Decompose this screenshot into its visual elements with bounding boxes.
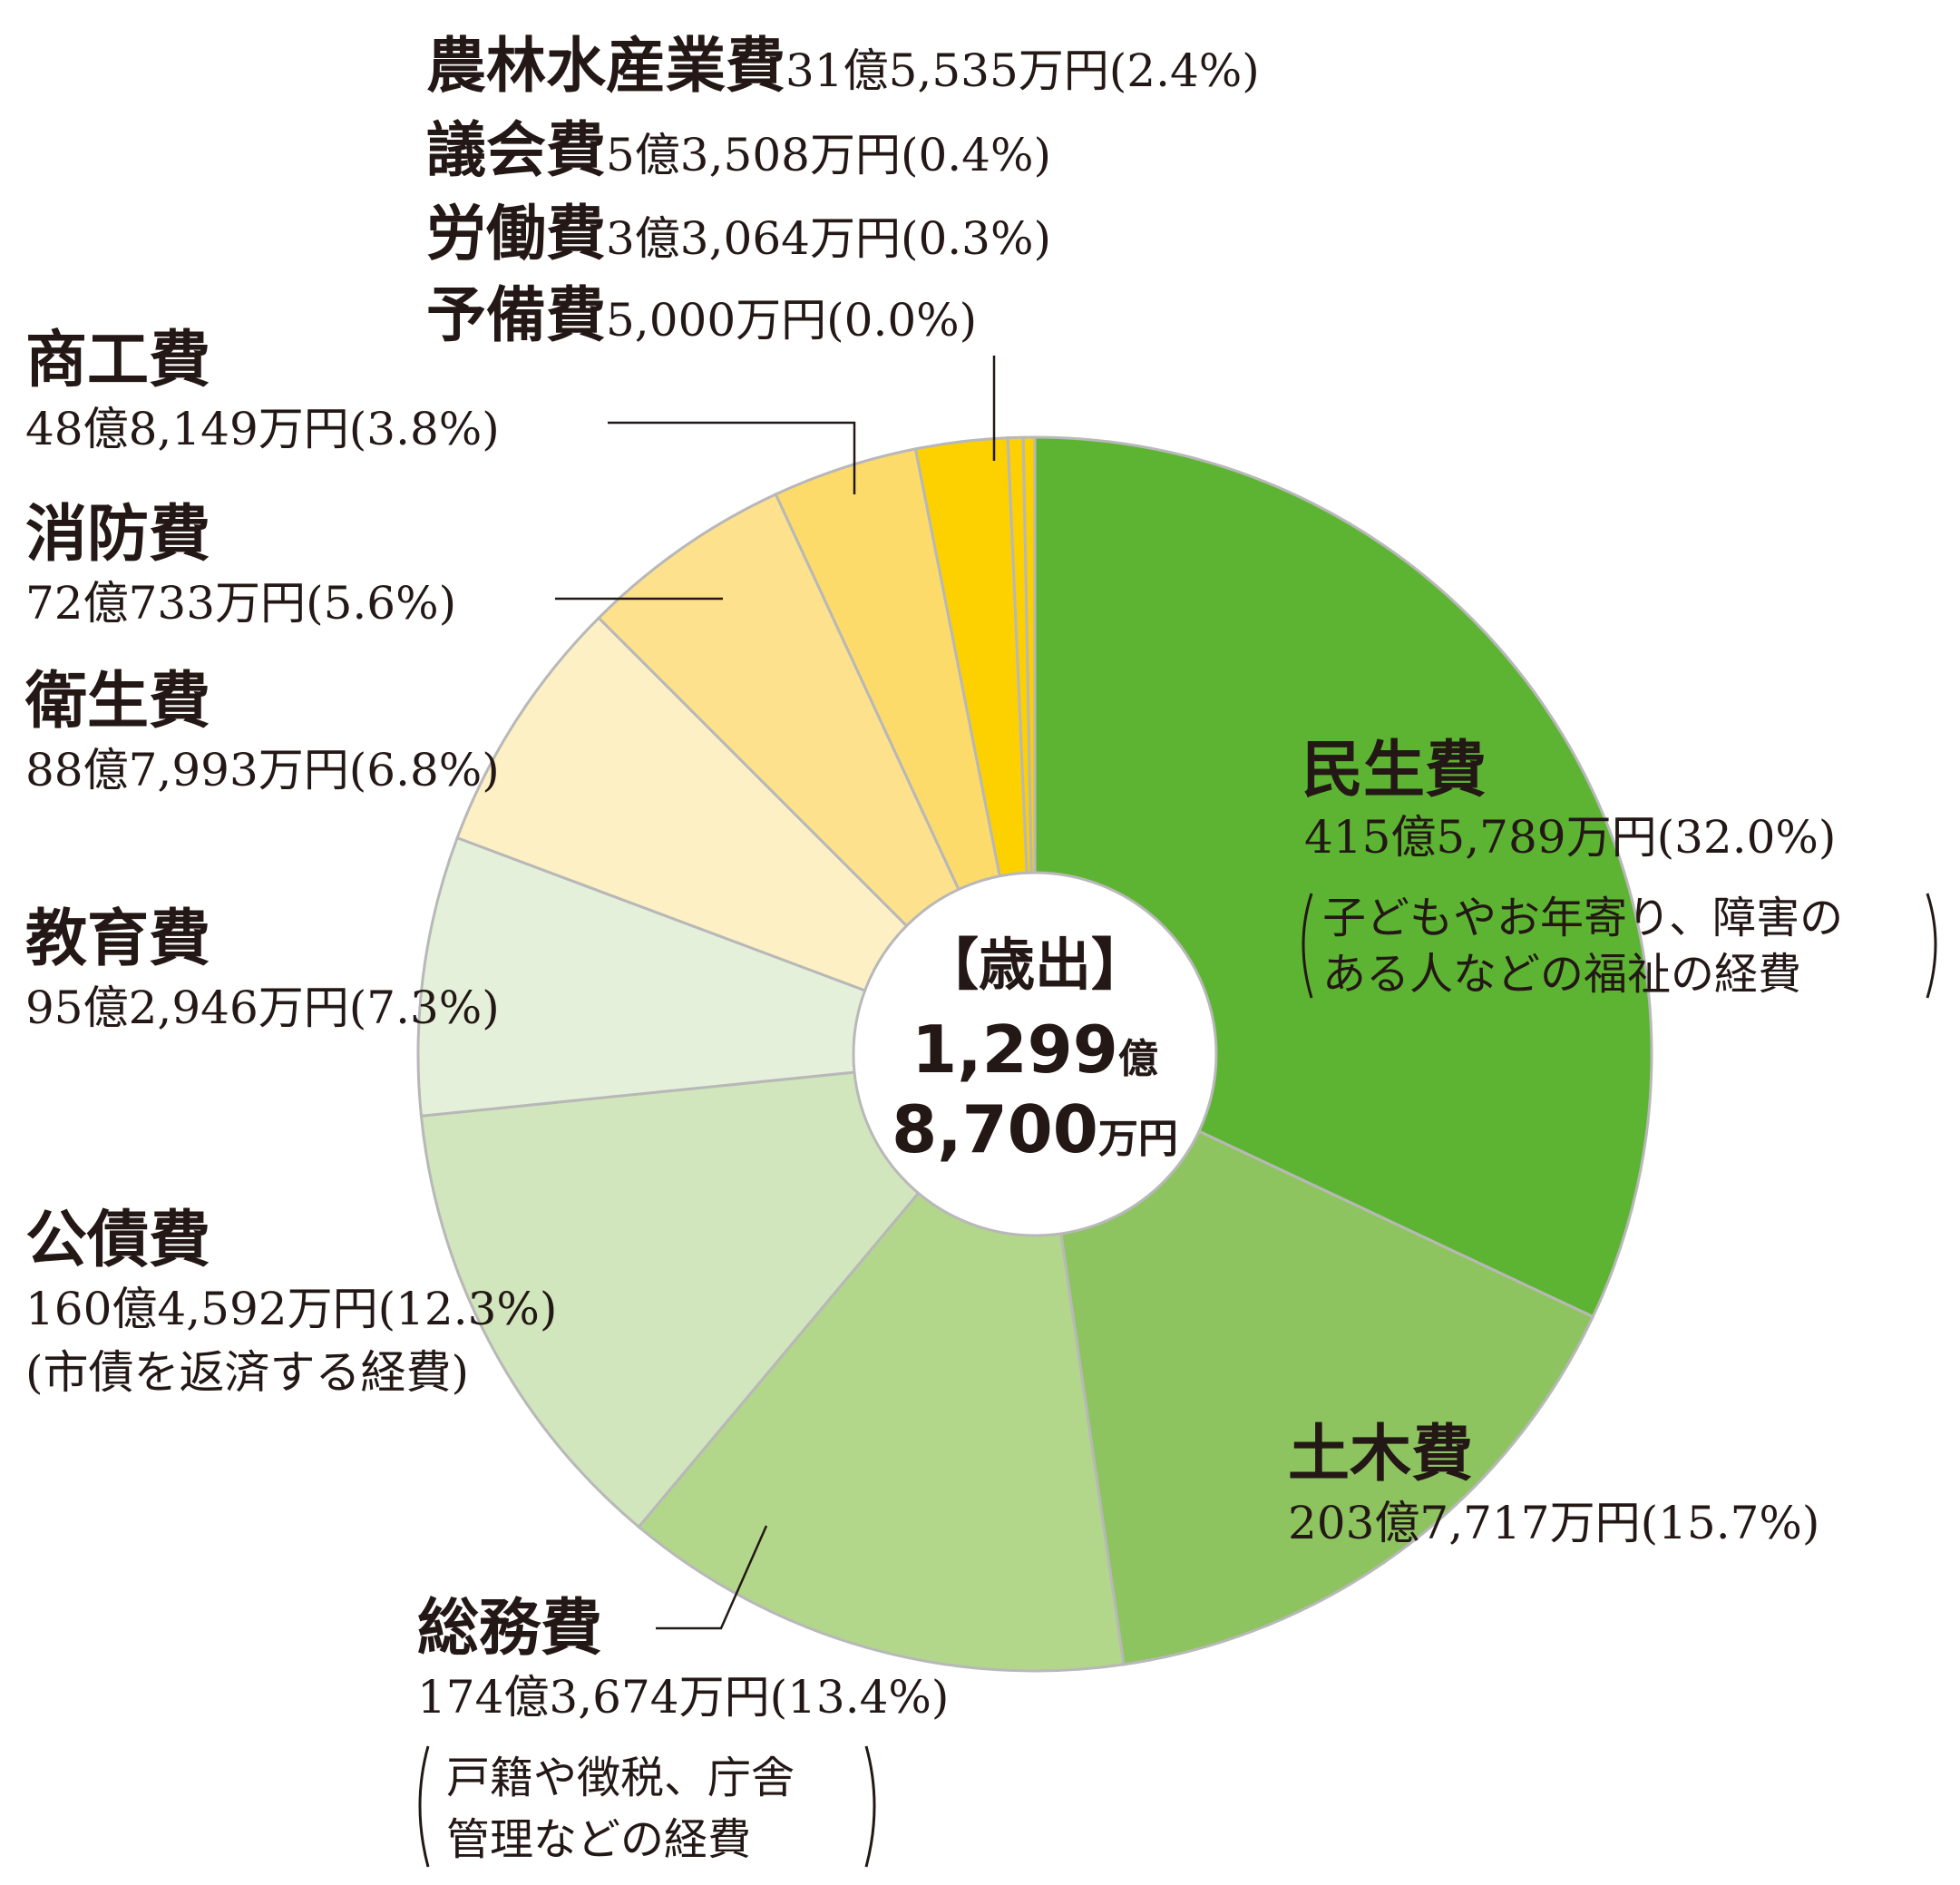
label-roudou-name: 労働費 xyxy=(426,199,606,269)
label-shobo-name: 消防費 xyxy=(25,499,210,571)
center-amount-unit2: 万円 xyxy=(1098,1116,1178,1162)
label-somu-name: 総務費 xyxy=(417,1593,602,1665)
label-kyouiku-value: 95億2,946万円(7.3%) xyxy=(25,982,500,1034)
label-shoko-name: 商工費 xyxy=(25,325,210,396)
label-yobi-name: 予備費 xyxy=(426,280,606,350)
label-kyouiku-amount: 95億2,946万円 xyxy=(25,982,349,1034)
label-minsei-note-open xyxy=(1302,893,1313,999)
label-gikai: 議会費5億3,508万円(0.4%) xyxy=(426,115,1051,185)
label-kousai-percent: (12.3%) xyxy=(378,1283,558,1335)
label-kousai-amount: 160億4,592万円 xyxy=(25,1283,378,1335)
label-somu-percent: (13.4%) xyxy=(770,1671,950,1724)
center-circle xyxy=(852,871,1218,1237)
label-shoko-percent: (3.8%) xyxy=(349,403,500,455)
label-somu-note-open xyxy=(418,1745,430,1868)
label-shobo-amount: 72億733万円 xyxy=(25,577,306,630)
label-doboku-name: 土木費 xyxy=(1288,1419,1473,1490)
label-eisei-name: 衛生費 xyxy=(24,666,210,737)
label-somu-value: 174億3,674万円(13.4%) xyxy=(417,1671,949,1724)
label-somu-amount: 174億3,674万円 xyxy=(417,1671,770,1724)
label-eisei-value: 88億7,993万円(6.8%) xyxy=(25,744,500,796)
label-minsei-name: 民生費 xyxy=(1302,735,1487,806)
label-minsei-note-line1: 子どもやお年寄り、障害の xyxy=(1322,893,1843,943)
label-minsei-note-close xyxy=(1926,893,1937,999)
label-somu-note-line1: 戸籍や徴税、庁舎 xyxy=(446,1753,795,1803)
center-amount-value2: 8,700 xyxy=(892,1091,1098,1167)
label-minsei-percent: (32.0%) xyxy=(1657,811,1837,864)
pie-slice-doboku xyxy=(1033,1051,1595,1666)
label-eisei-percent: (6.8%) xyxy=(349,744,500,796)
label-somu-note-line2: 管理などの経費 xyxy=(446,1814,751,1865)
center-amount-line2: 8,700万円 xyxy=(892,1091,1178,1167)
label-gikai-percent: (0.4%) xyxy=(901,129,1051,181)
leader-line-shoko xyxy=(608,421,856,494)
label-shobo-value: 72億733万円(5.6%) xyxy=(25,577,456,630)
label-gikai-name: 議会費 xyxy=(426,115,606,185)
label-shoko-amount: 48億8,149万円 xyxy=(25,403,349,455)
label-doboku-amount: 203億7,717万円 xyxy=(1288,1497,1641,1549)
leader-line-somu xyxy=(656,1525,768,1630)
label-yobi: 予備費5,000万円(0.0%) xyxy=(426,280,977,350)
label-norin-name: 農林水産業費 xyxy=(426,31,785,101)
label-kyouiku-name: 教育費 xyxy=(25,903,210,975)
label-norin: 農林水産業費31億5,535万円(2.4%) xyxy=(426,31,1260,101)
label-minsei-value: 415億5,789万円(32.0%) xyxy=(1304,811,1836,864)
label-yobi-amount: 5,000万円 xyxy=(606,294,826,347)
label-shobo-percent: (5.6%) xyxy=(306,577,456,630)
label-minsei-amount: 415億5,789万円 xyxy=(1304,811,1657,864)
center-amount-line1: 1,299億 xyxy=(912,1011,1158,1088)
label-kousai-note: (市債を返済する経費) xyxy=(25,1346,469,1399)
label-yobi-percent: (0.0%) xyxy=(826,294,977,347)
label-roudou-percent: (0.3%) xyxy=(901,212,1051,265)
pie-slice-kousai xyxy=(419,1052,1039,1529)
center-title: 【歳出】 xyxy=(922,932,1147,998)
label-doboku-value: 203億7,717万円(15.7%) xyxy=(1288,1497,1819,1549)
center-amount-unit1: 億 xyxy=(1118,1036,1158,1082)
label-norin-percent: (2.4%) xyxy=(1109,44,1260,97)
center-amount-value1: 1,299 xyxy=(912,1011,1118,1088)
label-somu-note-close xyxy=(864,1745,876,1868)
label-kyouiku-percent: (7.3%) xyxy=(349,982,500,1034)
label-kousai-name: 公債費 xyxy=(25,1205,210,1276)
label-roudou-amount: 3億3,064万円 xyxy=(606,212,901,265)
label-eisei-amount: 88億7,993万円 xyxy=(25,744,349,796)
label-roudou: 労働費3億3,064万円(0.3%) xyxy=(426,199,1051,269)
label-minsei-note-line2: ある人などの福祉の経費 xyxy=(1322,949,1801,1000)
label-kousai-value: 160億4,592万円(12.3%) xyxy=(25,1283,557,1335)
label-doboku-percent: (15.7%) xyxy=(1641,1497,1820,1549)
label-norin-amount: 31億5,535万円 xyxy=(785,44,1109,97)
label-shoko-value: 48億8,149万円(3.8%) xyxy=(25,403,500,455)
label-gikai-amount: 5億3,508万円 xyxy=(606,129,901,181)
